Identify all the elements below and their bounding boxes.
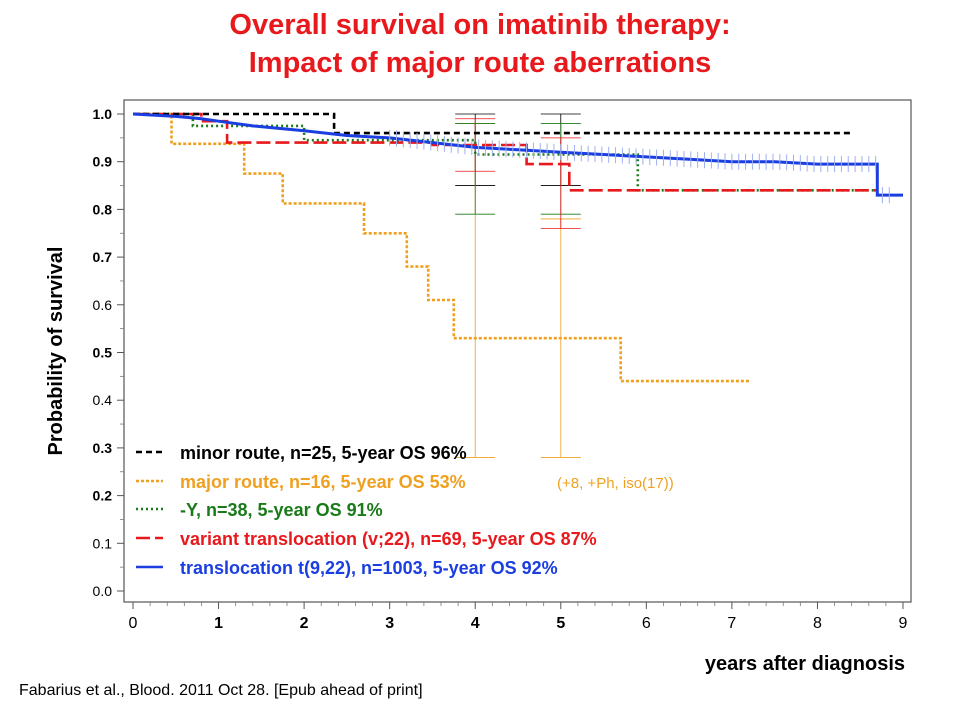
y-tick-label: 0.5 <box>93 345 113 361</box>
y-axis-label: Probability of survival <box>45 247 67 456</box>
y-tick-label: 0.1 <box>93 535 113 551</box>
y-tick-label: 1.0 <box>93 106 113 122</box>
x-tick-label: 4 <box>471 615 480 632</box>
y-tick-label: 0.7 <box>93 249 113 265</box>
legend-annotation: (+8, +Ph, iso(17)) <box>557 475 674 492</box>
x-tick-label: 0 <box>129 615 138 632</box>
x-axis-label: years after diagnosis <box>705 653 905 675</box>
y-tick-label: 0.2 <box>93 488 113 504</box>
legend-label: -Y, n=38, 5-year OS 91% <box>180 500 383 520</box>
legend-label: major route, n=16, 5-year OS 53% <box>180 472 466 492</box>
plot-frame <box>123 99 912 603</box>
x-tick-label: 5 <box>556 615 565 632</box>
y-tick-label: 0.3 <box>93 440 113 456</box>
series-line <box>132 112 903 197</box>
legend-label: translocation t(9,22), n=1003, 5-year OS… <box>180 558 558 578</box>
x-tick-label: 6 <box>642 615 651 632</box>
series-line <box>133 112 878 192</box>
series-line <box>133 112 852 135</box>
x-tick-label: 9 <box>899 615 908 632</box>
x-tick-label: 1 <box>214 615 223 632</box>
y-tick-label: 0.6 <box>93 297 113 313</box>
y-tick-label: 0.4 <box>93 392 113 408</box>
series-line <box>133 112 749 383</box>
x-tick-label: 8 <box>813 615 822 632</box>
legend-label: minor route, n=25, 5-year OS 96% <box>180 443 467 463</box>
y-tick-label: 0.9 <box>93 154 113 170</box>
chart-title-line2: Impact of major route aberrations <box>248 47 712 79</box>
y-tick-label: 0.8 <box>93 201 113 217</box>
y-tick-label: 0.0 <box>93 583 113 599</box>
citation: Fabarius et al., Blood. 2011 Oct 28. [Ep… <box>19 682 423 699</box>
x-tick-label: 7 <box>727 615 736 632</box>
legend-label: variant translocation (v;22), n=69, 5-ye… <box>180 529 597 549</box>
x-tick-label: 2 <box>300 615 309 632</box>
chart-title-line1: Overall survival on imatinib therapy: <box>229 9 731 41</box>
x-tick-label: 3 <box>385 615 394 632</box>
